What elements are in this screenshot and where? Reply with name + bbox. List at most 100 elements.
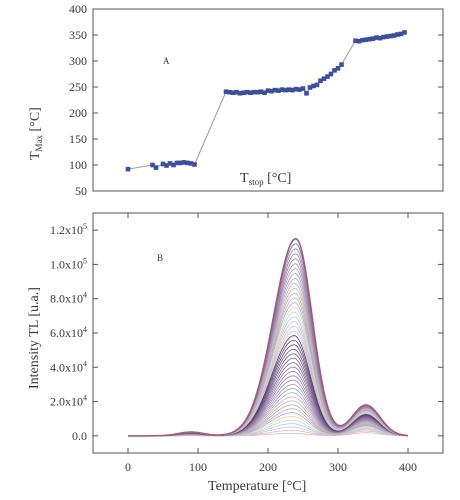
panel-b-y-ticks: 0.0 2.0x104 4.0x104 6.0x104 8.0x104 1.0x105 1.…: [50, 222, 443, 443]
panel-a-data-point: [374, 35, 379, 40]
panel-a-data-point: [356, 38, 362, 44]
panel-a-connector: [127, 31, 405, 170]
panel-a-data-point: [339, 62, 344, 67]
panel-a-data-point: [398, 31, 404, 37]
panel-a-data-point: [318, 78, 323, 84]
panel-b-y-tick-label: 1.2x105: [50, 222, 87, 237]
panel-a-data-point: [335, 65, 341, 71]
panel-a-data-point: [178, 160, 183, 166]
panel-a-points: [125, 30, 407, 172]
panel-a-data-point: [262, 90, 267, 96]
panel-a-data-point: [160, 161, 166, 167]
panel-a-connector-line: [127, 31, 405, 170]
panel-b-x-tick-label: 200: [259, 460, 277, 474]
panel-a-data-point: [258, 89, 264, 94]
panel-a-y-tick-label: 150: [69, 132, 87, 146]
panel-b-x-tick-label: 100: [189, 460, 207, 474]
panel-a-data-point: [223, 89, 229, 94]
panel-a-data-point: [181, 160, 187, 165]
panel-b-y-tick-label: 4.0x104: [50, 359, 87, 374]
panel-a-data-point: [192, 162, 197, 167]
panel-a-data-point: [171, 162, 176, 168]
panel-a-y-tick-label: 250: [69, 80, 87, 94]
panel-b-y-tick-label: 8.0x104: [50, 291, 87, 306]
panel-a-data-point: [377, 35, 383, 41]
panel-a-data-point: [353, 38, 358, 44]
panel-a-data-point: [188, 161, 194, 166]
panel-a-data-point: [279, 87, 285, 92]
panel-a-data-point: [363, 37, 369, 42]
panel-b-chart: 0.0 2.0x104 4.0x104 6.0x104 8.0x104 1.0x105 1.…: [27, 212, 444, 494]
panel-a-y-ticks: 50 100 150 200 250 300 350 400: [69, 2, 443, 198]
panel-b-y-tick-label: 2.0x104: [50, 394, 87, 409]
panel-a-data-point: [244, 89, 250, 95]
panel-a-y-tick-label: 200: [69, 106, 87, 120]
panel-a-data-point: [293, 86, 299, 92]
panel-a-data-point: [325, 74, 330, 79]
panel-b-x-tick-label: 400: [399, 460, 417, 474]
panel-a-data-point: [174, 160, 180, 166]
panel-b-x-axis-label: Temperature [°C]: [208, 479, 306, 494]
panel-a-data-point: [241, 90, 246, 96]
panel-a-y-tick-label: 300: [69, 54, 87, 68]
panel-a-data-point: [150, 162, 155, 168]
panel-a-data-point: [276, 88, 281, 93]
panel-a-data-point: [367, 36, 372, 42]
panel-a-data-point: [321, 76, 327, 81]
panel-a-data-point: [125, 166, 131, 172]
panel-a-data-point: [286, 87, 292, 92]
panel-b-x-tick-label: 300: [329, 460, 347, 474]
panel-a-label: A: [163, 56, 170, 66]
panel-b-x-ticks: 0 100 200 300 400: [125, 213, 417, 474]
panel-a-data-point: [164, 163, 169, 168]
panel-a-data-point: [395, 32, 400, 37]
panel-a-data-point: [167, 161, 173, 166]
panel-b-curves: [128, 237, 409, 437]
panel-a-data-point: [360, 37, 365, 43]
panel-a-data-point: [269, 88, 274, 94]
panel-a-data-point: [388, 33, 393, 39]
panel-a-data-point: [370, 36, 376, 41]
panel-a-data-point: [248, 90, 253, 96]
panel-a-data-point: [290, 87, 295, 93]
panel-a-data-point: [234, 89, 239, 95]
panel-a-y-tick-label: 50: [75, 184, 87, 198]
panel-a-data-point: [185, 160, 190, 166]
panel-a-data-point: [311, 83, 316, 89]
panel-a-frame: [92, 8, 444, 192]
panel-a-data-point: [391, 33, 397, 38]
panel-b-glow-curve: [128, 237, 409, 437]
panel-a-data-point: [332, 68, 337, 73]
panel-a-y-tick-label: 100: [69, 158, 87, 172]
panel-a-data-point: [307, 85, 313, 90]
panel-a-y-tick-label: 400: [69, 2, 87, 16]
panel-a-data-point: [384, 34, 390, 39]
panel-a-chart: 50 100 150 200 250 300 350 400 A TMax [°C] Tsto…: [28, 2, 444, 198]
panel-a-data-point: [283, 87, 288, 93]
panel-a-data-point: [300, 86, 306, 91]
panel-a-data-point: [153, 165, 159, 170]
panel-a-data-point: [237, 90, 243, 96]
panel-a-data-point: [304, 90, 309, 96]
panel-a-data-point: [328, 71, 334, 77]
panel-a-data-point: [227, 89, 232, 95]
panel-b-y-tick-label: 0.0: [72, 429, 87, 443]
panel-b-y-tick-label: 6.0x104: [50, 325, 87, 340]
panel-a-data-point: [265, 88, 271, 93]
panel-a-data-point: [381, 34, 386, 40]
panel-a-data-point: [230, 90, 236, 96]
panel-b-x-tick-label: 0: [125, 460, 131, 474]
panel-a-data-point: [255, 89, 260, 95]
panel-a-data-point: [402, 30, 407, 35]
panel-a-x-axis-label: Tstop [°C]: [240, 171, 291, 187]
panel-b-y-axis-label: Intensity TL [u.a.]: [27, 287, 42, 389]
panel-b-y-tick-label: 1.0x105: [50, 256, 87, 271]
panel-a-data-point: [251, 89, 257, 95]
panel-a-y-axis-label: TMax [°C]: [28, 107, 44, 160]
panel-a-y-tick-label: 350: [69, 28, 87, 42]
panel-b-label: B: [157, 253, 163, 263]
panel-a-data-point: [272, 87, 278, 93]
panel-a-data-point: [297, 87, 302, 92]
panel-a-data-point: [314, 82, 320, 88]
